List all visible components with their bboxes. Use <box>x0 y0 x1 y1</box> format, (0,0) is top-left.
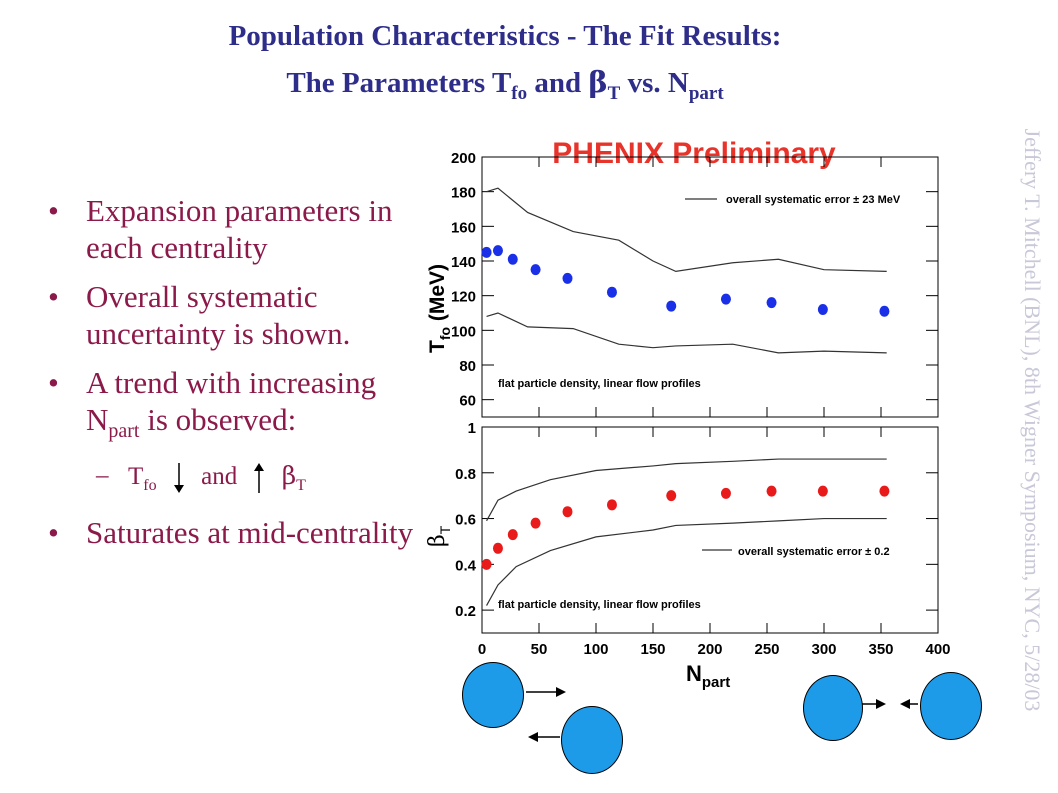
y-tick-label: 0.2 <box>455 603 476 620</box>
top-data-point <box>507 253 518 265</box>
title-subscript: T <box>607 82 621 104</box>
bullet-text: Overall systematic uncertainty is shown. <box>86 279 351 351</box>
sub-bullet-and: and <box>201 463 238 491</box>
bullet-dot-icon: • <box>48 365 59 400</box>
y-tick-label: 100 <box>451 323 476 340</box>
legend-text-bottom: overall systematic error ± 0.2 <box>738 546 890 558</box>
bottom-band-lower-line <box>486 517 887 606</box>
y-axis-label-top: Tfo (MeV) <box>426 264 453 353</box>
bottom-data-point <box>666 490 677 502</box>
arrow-right-icon <box>526 687 566 697</box>
x-axis-label: Npart <box>686 661 730 691</box>
top-data-point <box>879 305 890 317</box>
top-data-point <box>530 264 541 276</box>
y-tick-label: 160 <box>451 219 476 236</box>
bullet-dot-icon: • <box>48 279 59 314</box>
arrow-left-icon <box>528 732 560 742</box>
bullet-item: • Saturates at mid-centrality <box>48 514 418 551</box>
arrow-right-icon <box>862 699 886 709</box>
bottom-data-point <box>606 499 617 511</box>
bullet-item: • Overall systematic uncertainty is shown… <box>48 278 418 352</box>
bottom-band-upper-line <box>486 458 887 522</box>
y-tick-label: 0.4 <box>455 557 477 574</box>
title-subscript: fo <box>511 82 528 104</box>
bottom-data-point <box>817 485 828 497</box>
bottom-data-point <box>481 558 492 570</box>
sub-bullet-subscript: fo <box>143 477 157 495</box>
sub-bullet-beta: β <box>281 461 297 491</box>
bullet-subscript: part <box>108 420 140 443</box>
arrow-left-icon <box>900 699 918 709</box>
dash-icon: – <box>96 462 109 490</box>
title-text-part: and <box>527 67 589 99</box>
bottom-data-point <box>720 487 731 499</box>
x-tick-label: 250 <box>754 641 779 658</box>
top-data-point <box>562 272 573 284</box>
bottom-data-point <box>562 506 573 518</box>
title-text-part: vs. N <box>620 67 689 99</box>
nucleus-ball-4 <box>920 672 982 740</box>
y-tick-label: 1 <box>468 420 476 437</box>
slide-title-line2: The Parameters Tfo and βT vs. Npart <box>0 64 1010 112</box>
top-data-point <box>666 300 677 312</box>
y-tick-label: 200 <box>451 150 476 167</box>
chart-title: PHENIX Preliminary <box>552 137 836 170</box>
y-tick-label: 80 <box>459 358 476 375</box>
title-subscript: part <box>688 82 724 104</box>
y-tick-label: 0.6 <box>455 512 476 529</box>
y-tick-label: 120 <box>451 289 476 306</box>
bullet-list: • Expansion parameters in each centrality… <box>48 192 418 563</box>
top-data-point <box>766 297 777 309</box>
top-data-point <box>720 293 731 305</box>
x-tick-label: 50 <box>531 641 548 658</box>
bullet-dot-icon: • <box>48 193 59 228</box>
bottom-data-point <box>507 529 518 541</box>
bottom-data-point <box>766 485 777 497</box>
bullet-text: Saturates at mid-centrality <box>86 515 414 551</box>
y-tick-label: 0.8 <box>455 466 476 483</box>
nucleus-ball-3 <box>803 675 863 741</box>
x-tick-label: 400 <box>925 641 950 658</box>
x-tick-label: 300 <box>811 641 836 658</box>
legend-text-top: overall systematic error ± 23 MeV <box>726 194 901 206</box>
bottom-data-point <box>530 517 541 529</box>
top-data-point <box>481 246 492 258</box>
bullet-text: Expansion parameters in each centrality <box>86 193 393 265</box>
x-tick-label: 200 <box>697 641 722 658</box>
top-data-point <box>817 304 828 316</box>
x-tick-label: 0 <box>478 641 486 658</box>
bullet-text: is observed: <box>139 402 297 437</box>
title-text-part: The Parameters T <box>286 67 512 99</box>
bullet-dot-icon: • <box>48 515 59 551</box>
annotation-bottom: flat particle density, linear flow profi… <box>498 599 701 611</box>
slide-title-line1: Population Characteristics - The Fit Res… <box>228 20 782 52</box>
top-band-lower-line <box>486 312 887 354</box>
bullet-item: • Expansion parameters in each centrality <box>48 192 418 266</box>
x-tick-label: 350 <box>868 641 893 658</box>
nucleus-ball-2 <box>561 706 623 774</box>
sub-bullet-item: – Tfo and βT <box>48 460 418 502</box>
top-band-upper-line <box>486 187 887 273</box>
sub-bullet-subscript: T <box>296 477 306 495</box>
y-axis-label-bottom: βT <box>425 525 453 547</box>
title-beta-symbol: β <box>588 65 608 99</box>
top-data-point <box>606 286 617 298</box>
bullet-text: A trend with increasing N <box>86 365 377 437</box>
top-data-point <box>492 245 503 257</box>
bullet-item: • A trend with increasing Npart is observ… <box>48 364 418 450</box>
bottom-data-point <box>879 485 890 497</box>
y-tick-label: 140 <box>451 254 476 271</box>
arrow-up-icon <box>254 463 265 494</box>
bottom-data-point <box>492 542 503 554</box>
phenix-chart: PHENIX Preliminary 60 80 100 120 140 160 180 200… <box>425 137 951 691</box>
nucleus-ball-1 <box>462 662 524 728</box>
y-tick-label: 60 <box>459 393 476 410</box>
arrow-down-icon <box>173 463 184 494</box>
y-tick-label: 180 <box>451 185 476 202</box>
annotation-top: flat particle density, linear flow profi… <box>498 378 701 390</box>
sub-bullet-t: T <box>128 463 144 491</box>
x-tick-label: 100 <box>583 641 608 658</box>
x-tick-label: 150 <box>640 641 665 658</box>
